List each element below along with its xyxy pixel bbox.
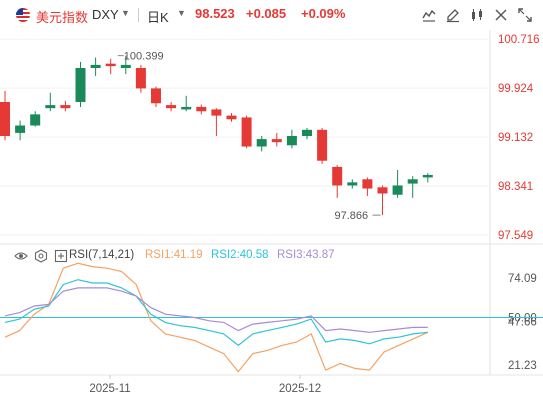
candle-body [362,179,373,189]
rsi3-value: RSI3:43.87 [277,249,335,261]
indicator-settings-icon[interactable] [34,249,48,263]
rsi-series-rsi2 [4,279,428,347]
indicator-icon [422,9,436,22]
draw-button[interactable] [442,5,464,25]
rsi-tick-label: 21.23 [508,360,537,372]
price-tick-label: 99.132 [498,132,533,144]
price-tick-label: 97.549 [498,230,533,242]
candle-body [332,166,343,186]
price-change: +0.085 [246,6,287,21]
last-price: 98.523 [195,6,235,21]
draw-icon [447,9,459,23]
rsi-series-rsi1 [4,262,429,373]
price-tick-label: 100.716 [498,34,540,46]
candle-body [75,68,86,102]
rsi-header: RSI(7,14,21) RSI1:41.19 RSI2:40.58 RSI3:… [0,247,543,265]
candle-body [135,68,146,89]
candle-body [15,125,26,133]
period-selector[interactable]: 日K [147,10,169,25]
candle-body [377,187,388,194]
instrument-code[interactable]: DXY [92,7,119,22]
candle-body [166,105,177,109]
quote-header: 美元指数 DXY ▼ 日K ▼ 98.523 +0.085 +0.09% [0,0,543,30]
price-tick-label: 98.341 [498,181,533,193]
candle-body [407,179,418,184]
time-tick-label: 2025-11 [89,383,130,395]
compare-icon [495,9,507,21]
rsi-tick-label: 50.00 [508,313,537,325]
settings-button[interactable] [466,5,488,25]
low-price-label: 97.866 [335,210,369,222]
candle-body [256,139,267,147]
candle-body [30,114,41,126]
candle-body [0,102,10,136]
instrument-name[interactable]: 美元指数 [36,10,89,25]
candle-body [196,106,207,112]
compare-button[interactable] [490,5,512,25]
indicator-button[interactable] [418,5,440,25]
rsi2-value: RSI2:40.58 [211,249,269,261]
time-tick-label: 2025-12 [279,383,321,395]
header-divider [138,8,139,22]
candle-body [226,115,237,120]
candle-body [271,139,282,143]
candle-body [151,88,161,104]
candle-body [392,185,403,195]
price-tick-label: 99.924 [498,83,534,95]
candle-body [60,105,71,109]
rsi-series-rsi3 [4,287,428,333]
candle-body [90,64,101,68]
candle-body [286,136,297,146]
period-dropdown-icon[interactable]: ▼ [177,8,186,18]
candle-body [45,105,56,109]
candle-body [211,109,222,116]
add-indicator-icon[interactable] [54,249,68,263]
fullscreen-icon [518,8,532,22]
high-price-label: 100.399 [124,51,164,63]
candle-body [105,63,116,67]
eye-icon[interactable] [14,249,28,263]
fullscreen-button[interactable] [514,5,536,25]
instrument-dropdown-icon[interactable]: ▼ [121,8,130,18]
candle-body [422,174,433,178]
settings-icon [472,9,482,21]
rsi-tick-label: 74.09 [508,273,537,285]
us-flag-icon [16,8,30,22]
candle-body [241,117,252,147]
candle-body [120,64,131,68]
price-chart[interactable]: 100.716 99.924 99.132 98.341 97.549 100.399 97… [0,30,543,401]
candle-body [317,129,328,161]
price-change-pct: +0.09% [301,6,346,21]
rsi-title[interactable]: RSI(7,14,21) [69,249,135,261]
rsi1-value: RSI1:41.19 [145,249,203,261]
rsi-tick-label: 47.66 [508,316,537,328]
candle-body [347,182,358,186]
candle-body [181,106,192,110]
candle-body [302,129,312,136]
